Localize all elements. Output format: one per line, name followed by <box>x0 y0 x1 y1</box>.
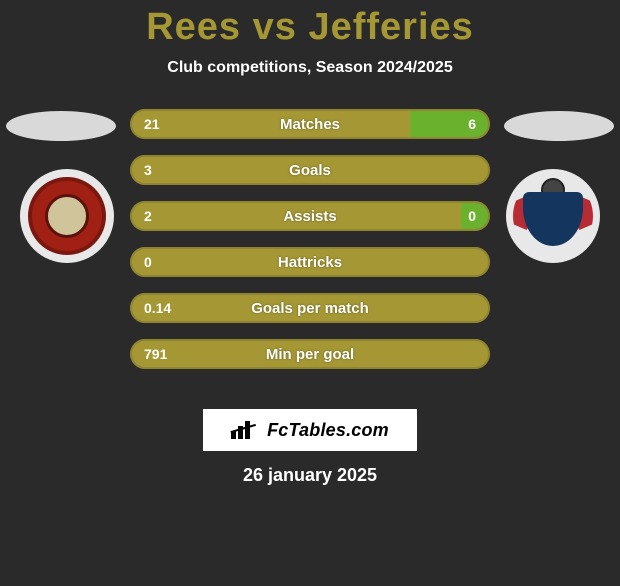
page-subtitle: Club competitions, Season 2024/2025 <box>0 59 620 77</box>
page-title: Rees vs Jefferies <box>0 6 620 49</box>
stat-row: 0.14Goals per match <box>130 293 490 323</box>
team-crest-right <box>506 169 600 263</box>
shield-icon <box>513 176 593 256</box>
stat-bar-right <box>410 109 490 139</box>
player-base-right <box>504 111 614 141</box>
team-crest-left <box>20 169 114 263</box>
stat-bar-left <box>130 155 490 185</box>
player-base-left <box>6 111 116 141</box>
stat-bar-left <box>130 109 410 139</box>
shield-icon <box>28 177 106 255</box>
stat-bar-left <box>130 339 490 369</box>
stat-row: 20Assists <box>130 201 490 231</box>
branding-text: FcTables.com <box>267 420 389 441</box>
stat-row: 0Hattricks <box>130 247 490 277</box>
stat-row: 791Min per goal <box>130 339 490 369</box>
stat-bar-left <box>130 293 490 323</box>
branding-badge: FcTables.com <box>203 409 417 451</box>
stat-bar-right <box>461 201 490 231</box>
comparison-arena: 216Matches 3Goals 20Assists 0Hattricks 0.14G… <box>0 95 620 405</box>
stat-bar-left <box>130 201 461 231</box>
stat-row: 216Matches <box>130 109 490 139</box>
stat-row: 3Goals <box>130 155 490 185</box>
footer-date: 26 january 2025 <box>0 465 620 486</box>
stat-bars: 216Matches 3Goals 20Assists 0Hattricks 0.14G… <box>130 109 490 385</box>
chart-icon <box>231 421 261 439</box>
stat-bar-left <box>130 247 490 277</box>
